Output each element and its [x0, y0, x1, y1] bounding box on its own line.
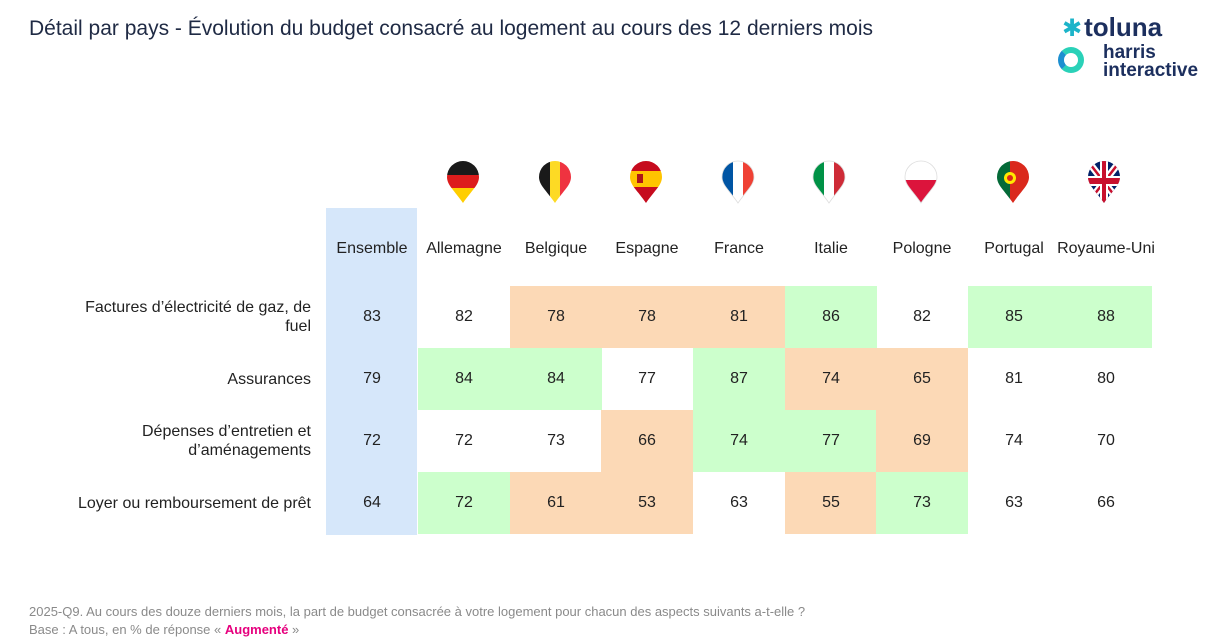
france-flag-icon [721, 160, 755, 204]
table-cell: 64 [363, 494, 381, 511]
table-cell: 74 [1005, 432, 1023, 449]
table-cell: 65 [876, 348, 968, 410]
table-cell: 77 [638, 370, 656, 387]
column-header-line: Ensemble [336, 239, 408, 257]
column-header: Royaume- Uni [1057, 222, 1155, 274]
row-label-line: d’aménagements [188, 442, 311, 459]
footnote-base-prefix: Base : A tous, en % de réponse « [29, 622, 225, 637]
column-header-line: Belgique [524, 239, 588, 257]
column-header-line: Uni [1130, 239, 1155, 257]
table-cell: 72 [363, 432, 381, 449]
logo-sub-line2: interactive [1103, 60, 1199, 81]
table-cell: 63 [1005, 494, 1023, 511]
uk-flag-icon [1088, 161, 1120, 203]
row-label: Dépenses d’entretien et d’aménagements [40, 410, 311, 472]
column-header-line: Portugal [984, 239, 1044, 257]
logo-subtitle: harris interactive [1103, 42, 1199, 81]
table-cell: 73 [876, 472, 968, 534]
row-label: Factures d’électricité de gaz, de fuel [40, 286, 311, 348]
spain-flag-icon [630, 161, 662, 203]
column-header-line: Espagne [615, 239, 679, 257]
footnote-base-highlight: Augmenté [224, 622, 289, 637]
table-cell: 74 [693, 410, 785, 472]
row-label-line: fuel [285, 318, 311, 335]
row-label: Loyer ou remboursement de prêt [40, 472, 311, 534]
table-cell: 79 [363, 370, 381, 387]
column-header: Portugal [968, 222, 1060, 274]
column-header-line: France [714, 239, 764, 257]
table-cell: 84 [418, 348, 510, 410]
table-cell: 73 [547, 432, 565, 449]
column-header-line: Royaume- [1057, 239, 1131, 257]
table-cell: 53 [601, 472, 693, 534]
column-header-line: Pologne [892, 239, 952, 257]
italy-flag-icon [812, 160, 846, 204]
table-cell: 85 [968, 286, 1060, 348]
logo-sub-line1: harris [1103, 42, 1156, 63]
row-label: Assurances [40, 348, 311, 410]
table-cell: 66 [1097, 494, 1115, 511]
table-cell: 84 [510, 348, 602, 410]
table-cell: 78 [601, 286, 693, 348]
table-cell: 77 [785, 410, 877, 472]
table-cell: 87 [693, 348, 785, 410]
logo-brand-text: toluna [1084, 12, 1163, 42]
logo-brand: ✱toluna [1062, 12, 1162, 43]
table-cell: 86 [785, 286, 877, 348]
belgium-flag-icon [539, 161, 571, 203]
ensemble-column-highlight [326, 208, 417, 535]
row-label-text: Dépenses d’entretien et d’aménagements [142, 422, 311, 460]
column-header: Ensemble [326, 222, 418, 274]
footnote-base-suffix: » [288, 622, 300, 637]
column-header: Pologne [876, 222, 968, 274]
table-cell: 72 [455, 432, 473, 449]
column-header: France [693, 222, 785, 274]
germany-flag-icon [447, 161, 479, 203]
table-cell: 70 [1097, 432, 1115, 449]
table-cell: 74 [785, 348, 877, 410]
row-label-line: Dépenses d’entretien et [142, 423, 311, 440]
table-cell: 72 [418, 472, 510, 534]
portugal-flag-icon [997, 161, 1029, 203]
row-label-text: Loyer ou remboursement de prêt [78, 494, 311, 513]
table-cell: 61 [510, 472, 602, 534]
table-cell: 81 [693, 286, 785, 348]
table-cell: 88 [1060, 286, 1152, 348]
footnote-base: Base : A tous, en % de réponse « Augment… [29, 622, 299, 637]
row-label-text: Assurances [227, 370, 311, 389]
table-cell: 83 [363, 308, 381, 325]
column-header: Belgique [510, 222, 602, 274]
column-header: Italie [785, 222, 877, 274]
page-title: Détail par pays - Évolution du budget co… [29, 17, 873, 40]
row-label-line: Loyer ou remboursement de prêt [77, 494, 311, 512]
table-cell: 80 [1097, 370, 1115, 387]
column-header: Espagne [601, 222, 693, 274]
row-label-line: Assurances [227, 370, 311, 388]
table-cell: 81 [1005, 370, 1023, 387]
column-header: Allemagne [418, 222, 510, 274]
toluna-harris-logo: ✱toluna harris interactive [1058, 12, 1223, 87]
column-header-line: Allemagne [426, 239, 502, 257]
table-cell: 82 [913, 308, 931, 325]
table-cell: 55 [785, 472, 877, 534]
table-cell: 69 [876, 410, 968, 472]
table-cell: 63 [730, 494, 748, 511]
column-header-line: Italie [814, 239, 848, 257]
logo-ring-icon [1058, 47, 1084, 73]
table-cell: 66 [601, 410, 693, 472]
footnote-question: 2025-Q9. Au cours des douze derniers moi… [29, 604, 806, 619]
row-label-line: Factures d’électricité de gaz, de [85, 299, 311, 316]
table-cell: 78 [510, 286, 602, 348]
row-label-text: Factures d’électricité de gaz, de fuel [85, 298, 311, 336]
table-cell: 82 [455, 308, 473, 325]
poland-flag-icon [904, 160, 938, 204]
asterisk-icon: ✱ [1062, 15, 1083, 42]
